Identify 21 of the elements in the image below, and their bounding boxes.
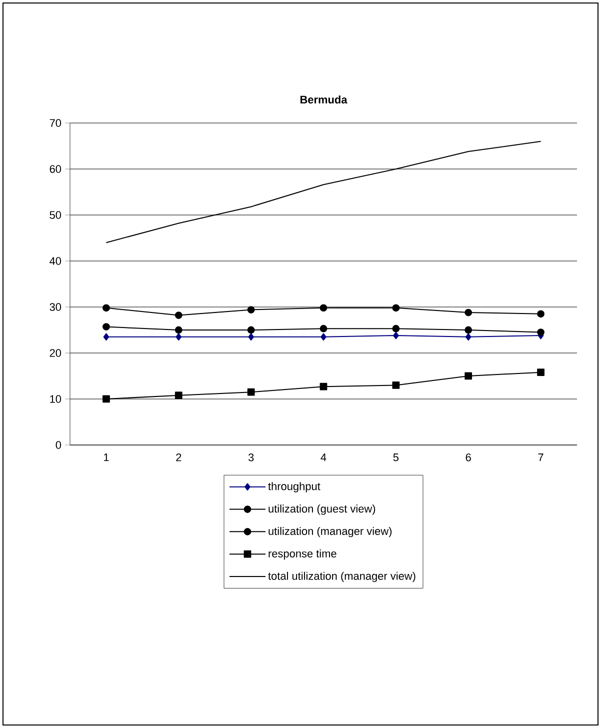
x-tick-label: 3	[248, 454, 254, 462]
legend-label: utilization (guest view)	[268, 504, 376, 515]
chart-title: Bermuda	[300, 95, 348, 104]
x-tick-label: 7	[538, 454, 544, 462]
y-tick-label: 50	[50, 211, 62, 219]
legend-label: total utilization (manager view)	[268, 572, 416, 582]
y-tick-label: 0	[56, 441, 62, 449]
y-tick-label: 40	[50, 257, 62, 265]
y-tick-label: 70	[50, 119, 62, 127]
x-tick-label: 2	[176, 454, 182, 462]
y-tick-label: 10	[50, 395, 62, 403]
x-tick-label: 6	[466, 454, 471, 462]
y-tick-label: 60	[50, 165, 62, 173]
x-tick-label: 5	[393, 454, 398, 462]
x-tick-label: 4	[320, 454, 326, 462]
legend-label: response time	[268, 549, 336, 560]
y-tick-label: 30	[50, 303, 62, 311]
y-tick-label: 20	[50, 349, 62, 357]
x-tick-label: 1	[104, 454, 109, 462]
legend-label: throughput	[268, 482, 320, 492]
legend-label: utilization (manager view)	[268, 526, 392, 538]
